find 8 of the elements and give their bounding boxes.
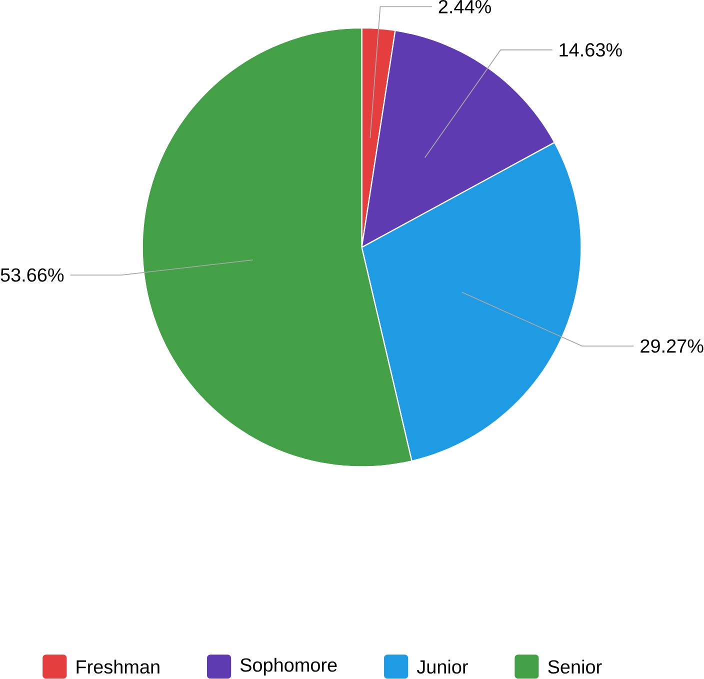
- data-label: 29.27%: [640, 339, 704, 353]
- data-label: 2.44%: [438, 0, 491, 14]
- legend-label: Junior: [416, 660, 468, 674]
- legend-label: Sophomore: [240, 658, 337, 676]
- legend-label: Freshman: [76, 660, 160, 674]
- legend-label: Senior: [548, 660, 602, 674]
- data-label: 53.66%: [0, 268, 64, 282]
- data-label: 14.63%: [560, 43, 622, 57]
